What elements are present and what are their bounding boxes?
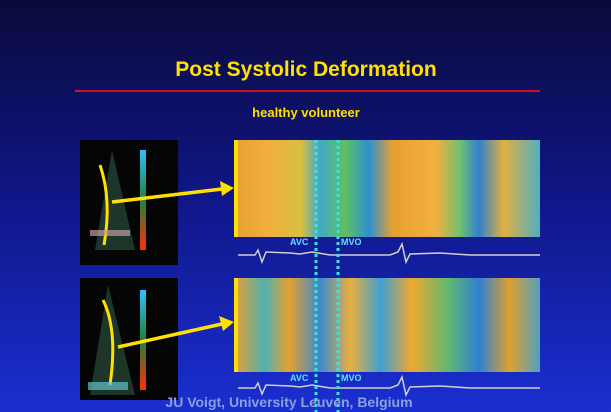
arrow xyxy=(111,181,234,204)
avc-label: AVC xyxy=(290,237,309,247)
footer: JU Voigt, University Leuven, Belgium xyxy=(165,394,412,410)
avc-label: AVC xyxy=(290,373,309,383)
strain-map xyxy=(234,278,540,372)
arrow xyxy=(117,316,234,349)
strain-map xyxy=(234,140,540,237)
echo-image xyxy=(80,278,178,400)
mvo-label: MVO xyxy=(341,237,362,247)
mvo-label: MVO xyxy=(341,373,362,383)
slide-subtitle: healthy volunteer xyxy=(252,105,360,120)
slide-title: Post Systolic Deformation xyxy=(175,58,436,81)
echo-image xyxy=(80,140,178,265)
